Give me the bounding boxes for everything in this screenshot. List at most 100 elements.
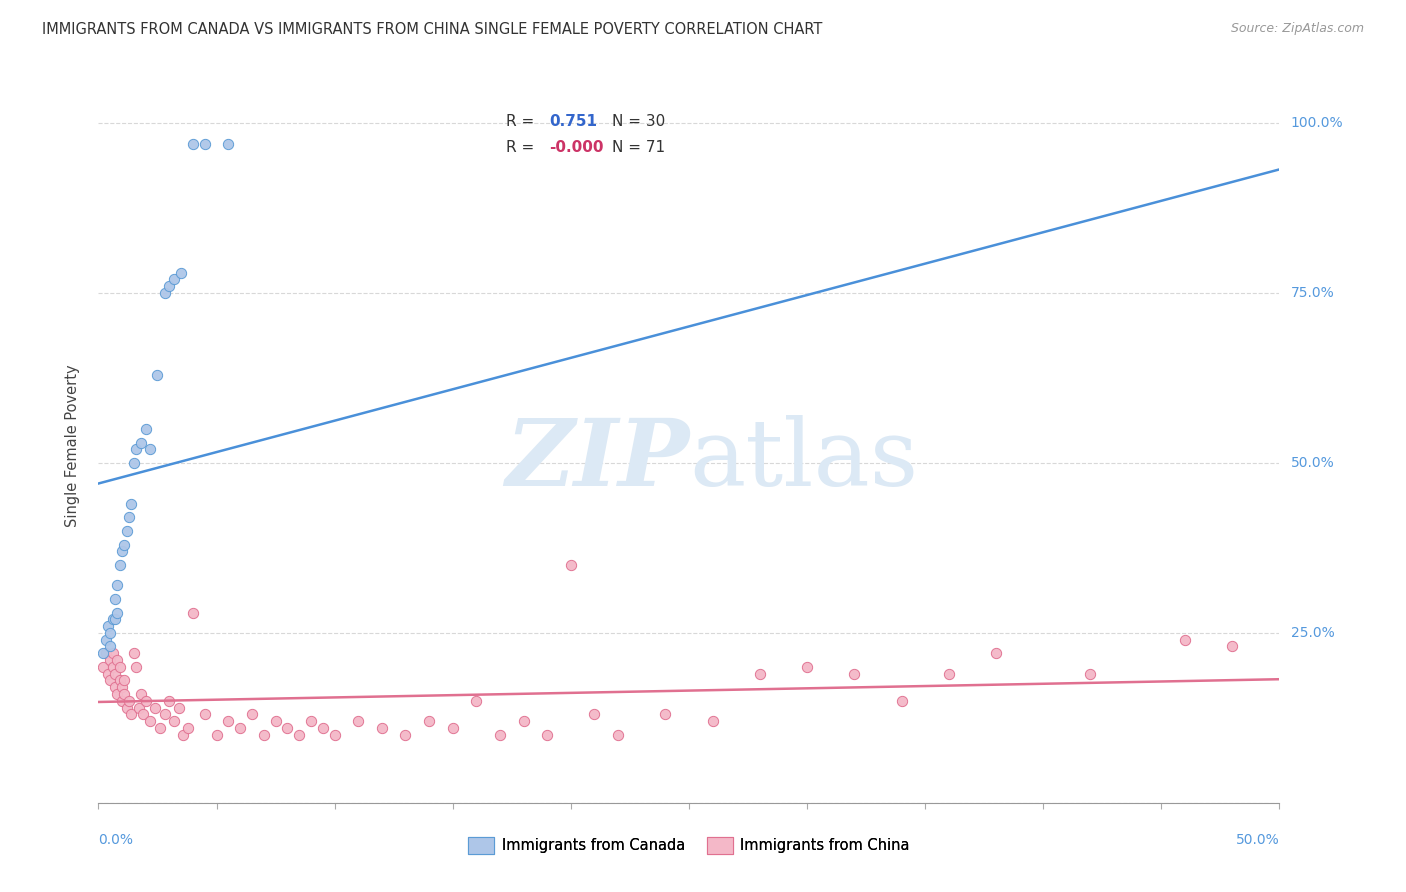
Point (122, 646, 145, 660)
Point (104, 591, 127, 606)
Point (167, 700, 190, 714)
Point (135, 422, 157, 436)
Point (1220, 640, 1243, 654)
Point (1080, 666, 1102, 681)
Text: -0.000: -0.000 (550, 140, 605, 155)
Text: 75.0%: 75.0% (1291, 286, 1334, 300)
Point (1174, 632, 1197, 647)
Point (121, 497, 143, 511)
Point (194, 707, 217, 722)
Point (91, 646, 114, 660)
Point (94, 646, 117, 660)
Point (253, 728, 276, 742)
Point (115, 700, 138, 714)
Point (560, 558, 582, 572)
Point (104, 612, 127, 626)
Point (163, 272, 186, 286)
Point (94, 632, 117, 647)
Point (153, 707, 176, 722)
Point (112, 687, 135, 701)
Text: Source: ZipAtlas.com: Source: ZipAtlas.com (1230, 22, 1364, 36)
Point (97, 619, 120, 633)
Text: R =: R = (506, 114, 534, 128)
Point (418, 714, 440, 729)
Point (98, 673, 121, 688)
Point (108, 660, 131, 674)
Point (108, 673, 131, 688)
Text: 50.0%: 50.0% (1236, 833, 1279, 847)
Point (139, 442, 162, 457)
Point (205, 728, 228, 742)
Point (105, 578, 128, 592)
Point (371, 721, 394, 735)
Text: 0.0%: 0.0% (98, 833, 134, 847)
Point (264, 714, 287, 729)
Point (890, 694, 912, 708)
Point (121, 707, 143, 722)
Text: ZIP: ZIP (505, 416, 689, 505)
Point (98, 626, 121, 640)
Point (157, 279, 180, 293)
Point (299, 714, 322, 729)
Point (217, 136, 239, 151)
Text: 25.0%: 25.0% (1291, 626, 1334, 640)
Point (229, 721, 252, 735)
Point (153, 286, 176, 301)
Point (143, 700, 166, 714)
Point (105, 687, 128, 701)
Legend: Immigrants from Canada, Immigrants from China: Immigrants from Canada, Immigrants from … (463, 831, 915, 860)
Point (111, 544, 134, 558)
Point (323, 728, 346, 742)
Point (105, 606, 128, 620)
Text: 50.0%: 50.0% (1291, 456, 1334, 470)
Point (465, 694, 488, 708)
Point (172, 728, 194, 742)
Point (101, 660, 124, 674)
Point (132, 707, 155, 722)
Point (125, 442, 148, 457)
Point (105, 653, 128, 667)
Point (181, 136, 204, 151)
Point (104, 666, 127, 681)
Point (101, 646, 124, 660)
Text: 0.751: 0.751 (550, 114, 598, 128)
Point (157, 694, 180, 708)
Point (181, 606, 204, 620)
Point (139, 714, 162, 729)
Point (489, 728, 512, 742)
Point (125, 660, 148, 674)
Point (149, 721, 172, 735)
Text: 100.0%: 100.0% (1291, 116, 1343, 130)
Point (194, 136, 217, 151)
Point (118, 694, 141, 708)
Point (122, 456, 145, 470)
Text: atlas: atlas (689, 416, 918, 505)
Point (984, 646, 1007, 660)
Point (654, 707, 676, 722)
Point (111, 680, 134, 694)
Point (128, 700, 150, 714)
Point (583, 707, 606, 722)
Point (112, 673, 135, 688)
Point (146, 368, 169, 382)
Point (98, 640, 121, 654)
Point (607, 728, 630, 742)
Text: N = 30: N = 30 (612, 114, 665, 128)
Point (702, 714, 724, 729)
Point (118, 510, 141, 524)
Point (240, 707, 263, 722)
Point (97, 666, 120, 681)
Point (217, 714, 239, 729)
Point (394, 728, 416, 742)
Text: IMMIGRANTS FROM CANADA VS IMMIGRANTS FROM CHINA SINGLE FEMALE POVERTY CORRELATIO: IMMIGRANTS FROM CANADA VS IMMIGRANTS FRO… (42, 22, 823, 37)
Point (288, 728, 311, 742)
Point (115, 524, 138, 538)
Point (129, 687, 152, 701)
Text: R =: R = (506, 140, 534, 155)
Point (170, 266, 193, 280)
Point (347, 714, 370, 729)
Point (98, 653, 121, 667)
Y-axis label: Single Female Poverty: Single Female Poverty (65, 365, 80, 527)
Point (129, 435, 152, 450)
Point (111, 694, 134, 708)
